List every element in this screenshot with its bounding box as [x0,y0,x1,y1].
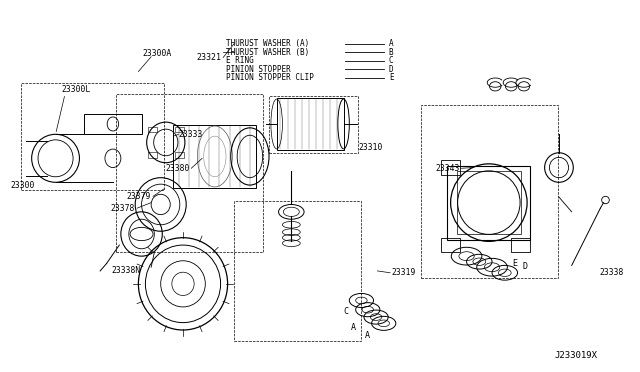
Text: 23319: 23319 [392,268,416,277]
Bar [457,171,521,234]
Text: 23300A: 23300A [143,49,172,58]
Text: C: C [343,307,348,316]
Text: D: D [523,262,528,271]
Text: E: E [512,259,517,268]
Text: 23300: 23300 [10,182,35,190]
Text: 23343: 23343 [436,164,460,173]
Text: E RING: E RING [226,56,253,65]
Text: THURUST WASHER (A): THURUST WASHER (A) [226,39,309,48]
Bar [20,83,164,190]
Text: THURUST WASHER (B): THURUST WASHER (B) [226,48,309,57]
Bar [173,125,256,188]
Text: PINION STOPPER: PINION STOPPER [226,65,291,74]
Text: B: B [389,48,394,57]
Text: 23338: 23338 [599,268,623,277]
Bar [420,105,557,278]
Text: 23379: 23379 [127,192,151,201]
Bar [148,153,157,158]
Text: 23333: 23333 [179,130,203,139]
Text: E: E [389,73,394,82]
Text: D: D [389,65,394,74]
Text: A: A [389,39,394,48]
Text: 23310: 23310 [358,143,383,152]
Text: 23321: 23321 [196,53,221,62]
Bar [175,153,184,158]
Text: 23380: 23380 [165,164,189,173]
Bar [84,114,141,134]
Text: J233019X: J233019X [554,350,597,360]
Text: PINION STOPPER CLIP: PINION STOPPER CLIP [226,73,314,82]
Text: 23378: 23378 [111,203,135,213]
Text: 23300L: 23300L [62,85,91,94]
Bar [234,201,362,341]
Bar [116,94,262,253]
Bar [447,166,531,240]
Bar [441,238,460,253]
Bar [269,96,358,153]
Bar [175,127,184,132]
Bar [276,98,344,150]
Text: 23338N: 23338N [111,266,140,275]
Text: A: A [351,323,356,331]
Bar [441,160,460,175]
Bar [511,238,531,253]
Bar [148,127,157,132]
Text: C: C [389,56,394,65]
Text: A: A [365,331,371,340]
